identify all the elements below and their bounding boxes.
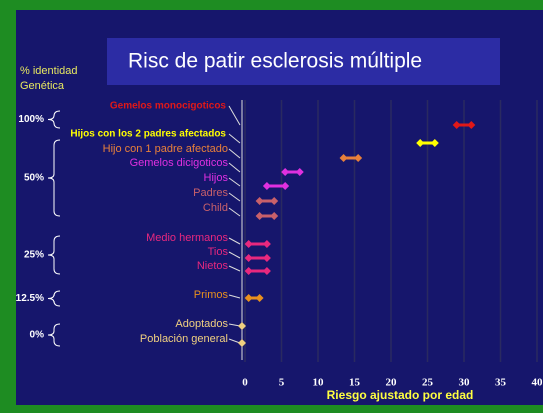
category-label: Padres [193, 187, 228, 199]
diamond [255, 212, 264, 220]
leader [228, 148, 241, 159]
leader [228, 265, 241, 272]
diamond [452, 121, 461, 129]
category-label: Gemelos dicigoticos [130, 157, 229, 169]
diamond [244, 267, 253, 275]
x-tick-label: 30 [459, 377, 471, 389]
diamond [281, 182, 290, 190]
diamond [238, 339, 246, 347]
diamond [270, 212, 279, 220]
brace [47, 290, 61, 307]
diamond [255, 197, 264, 205]
diamond [262, 182, 271, 190]
x-tick-label: 0 [242, 377, 248, 389]
x-tick-label: 5 [279, 377, 285, 389]
diamond [238, 322, 246, 330]
brace [47, 323, 61, 347]
category-label: Población general [140, 333, 228, 345]
leader [228, 192, 241, 202]
category-label: Primos [194, 289, 229, 301]
x-tick-label: 10 [313, 377, 325, 389]
leader [228, 338, 241, 344]
group-label: 25% [24, 250, 44, 261]
y-axis-label: % identidad Genética [20, 65, 78, 92]
title-box [107, 38, 500, 85]
diamond [281, 168, 290, 176]
diamond [262, 267, 271, 275]
diamond [430, 139, 439, 147]
group-label: 100% [18, 114, 44, 125]
diamond [244, 294, 253, 302]
category-label: Medio hermanos [146, 232, 228, 244]
brace [47, 235, 61, 275]
diamond [244, 254, 253, 262]
x-tick-label: 40 [532, 377, 543, 389]
leader [228, 294, 241, 299]
leader [228, 177, 241, 187]
chart-title: Risc de patir esclerosis múltiple [128, 50, 422, 73]
category-label: Hijo con 1 padre afectado [103, 143, 228, 155]
category-label: Hijos [204, 172, 229, 184]
category-label: Gemelos monocigoticos [110, 101, 227, 112]
diamond [416, 139, 425, 147]
y-label-box: % identidad Genética [20, 65, 78, 92]
group-label: 50% [24, 173, 44, 184]
diamond [354, 154, 363, 162]
diamond [262, 240, 271, 248]
leader [228, 207, 241, 217]
group-label: 12.5% [16, 293, 44, 304]
brace [47, 139, 61, 217]
category-label: Nietos [197, 260, 229, 272]
x-tick-label: 35 [495, 377, 507, 389]
diamond [467, 121, 476, 129]
x-axis-label: Riesgo ajustado por edad [327, 388, 474, 402]
category-label: Hijos con los 2 padres afectados [70, 129, 226, 140]
leader [228, 251, 241, 259]
category-label: Child [203, 202, 228, 214]
diamond [262, 254, 271, 262]
group-label: 0% [30, 330, 45, 341]
leader [228, 162, 241, 173]
leader [228, 237, 241, 245]
brace [47, 110, 61, 129]
x-tick-label: 15 [349, 377, 361, 389]
category-label: Tios [208, 246, 229, 258]
leader [228, 105, 241, 126]
x-tick-label: 25 [422, 377, 434, 389]
diamond [295, 168, 304, 176]
leader [228, 323, 241, 327]
diamond [270, 197, 279, 205]
diamond [339, 154, 348, 162]
diamond [244, 240, 253, 248]
diamond [255, 294, 264, 302]
leader [228, 133, 241, 144]
x-tick-label: 20 [386, 377, 398, 389]
category-label: Adoptados [175, 318, 228, 330]
